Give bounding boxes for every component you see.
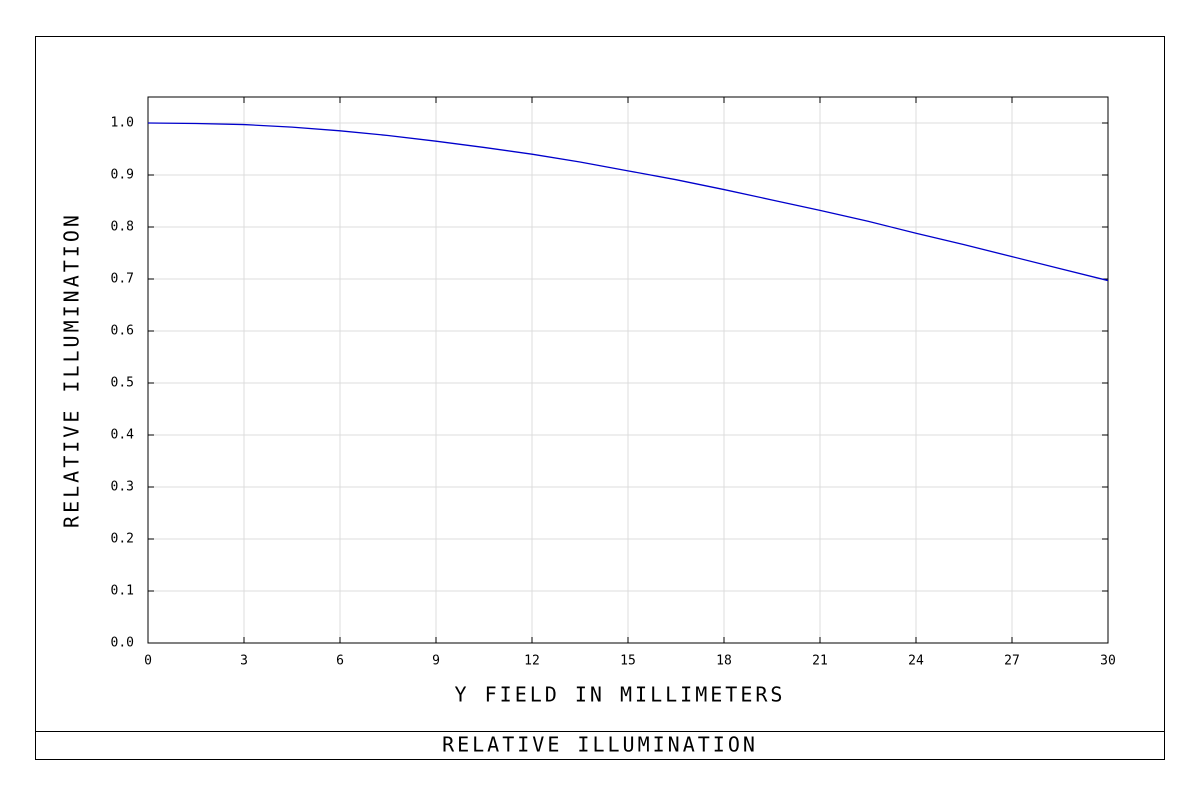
x-tick-label: 0 bbox=[144, 654, 152, 669]
y-tick-label: 0.8 bbox=[111, 220, 134, 235]
y-tick-label: 0.1 bbox=[111, 584, 134, 599]
x-tick-label: 24 bbox=[908, 654, 924, 669]
y-tick-label: 1.0 bbox=[111, 116, 134, 131]
y-tick-label: 0.4 bbox=[111, 428, 135, 443]
plot-frame bbox=[147, 96, 1109, 644]
x-tick-label: 27 bbox=[1004, 654, 1020, 669]
x-tick-label: 3 bbox=[240, 654, 248, 669]
outer-frame bbox=[35, 36, 1165, 760]
x-tick-label: 15 bbox=[620, 654, 636, 669]
x-tick-label: 6 bbox=[336, 654, 344, 669]
x-tick-label: 9 bbox=[432, 654, 440, 669]
chart-title: RELATIVE ILLUMINATION bbox=[442, 733, 758, 757]
data-line bbox=[147, 122, 1109, 282]
x-tick-label: 30 bbox=[1100, 654, 1116, 669]
x-tick-label: 21 bbox=[812, 654, 828, 669]
y-tick-label: 0.0 bbox=[111, 636, 134, 651]
x-axis-label: Y FIELD IN MILLIMETERS bbox=[455, 683, 786, 707]
y-axis-label: RELATIVE ILLUMINATION bbox=[60, 212, 84, 528]
x-tick-label: 12 bbox=[524, 654, 540, 669]
y-tick-label: 0.2 bbox=[111, 532, 134, 547]
y-tick-label: 0.5 bbox=[111, 376, 134, 391]
y-tick-label: 0.9 bbox=[111, 168, 134, 183]
y-tick-label: 0.3 bbox=[111, 480, 134, 495]
x-tick-label: 18 bbox=[716, 654, 732, 669]
y-tick-label: 0.7 bbox=[111, 272, 134, 287]
y-tick-label: 0.6 bbox=[111, 324, 134, 339]
